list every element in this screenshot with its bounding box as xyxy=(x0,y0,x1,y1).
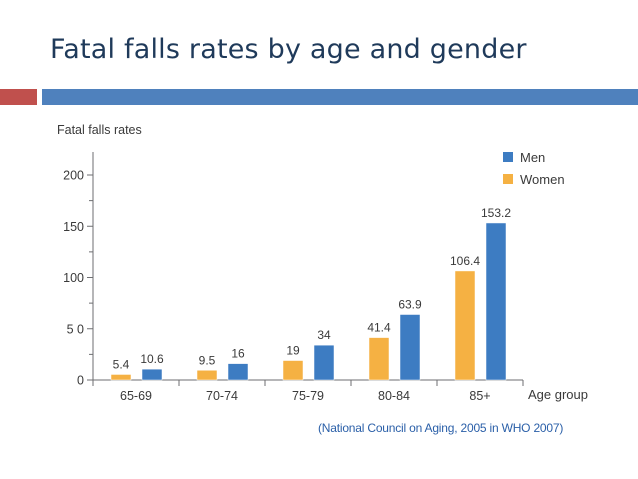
y-axis-label: Fatal falls rates xyxy=(57,123,142,137)
data-label-men: 10.6 xyxy=(140,352,164,366)
slide-title: Fatal falls rates by age and gender xyxy=(50,34,527,65)
bar-women-80-84 xyxy=(368,337,390,381)
x-axis-label: Age group xyxy=(528,387,588,402)
data-label-women: 106.4 xyxy=(450,254,480,268)
data-label-women: 19 xyxy=(286,344,300,358)
x-tick-label: 65-69 xyxy=(120,389,152,403)
bar-women-75-79 xyxy=(282,360,304,381)
source-caption: (National Council on Aging, 2005 in WHO … xyxy=(318,421,564,435)
legend-swatch-men xyxy=(503,152,513,162)
data-label-men: 34 xyxy=(317,328,331,342)
legend-label-women: Women xyxy=(520,172,565,187)
x-tick-label: 80-84 xyxy=(378,389,410,403)
data-label-women: 9.5 xyxy=(199,353,216,367)
bar-men-85+ xyxy=(485,222,507,381)
data-label-women: 41.4 xyxy=(367,321,391,335)
y-tick-label: 100 xyxy=(63,271,84,285)
bar-men-70-74 xyxy=(227,363,249,381)
y-tick-label: 200 xyxy=(63,169,84,183)
accent-bar-red xyxy=(0,89,37,105)
x-tick-label: 75-79 xyxy=(292,389,324,403)
y-tick-label: 5 0 xyxy=(67,322,84,336)
legend-swatch-women xyxy=(503,174,513,184)
bar-women-85+ xyxy=(454,270,476,381)
data-label-men: 63.9 xyxy=(398,298,422,312)
legend-label-men: Men xyxy=(520,150,545,165)
data-label-men: 153.2 xyxy=(481,206,511,220)
y-tick-label: 0 xyxy=(77,374,84,388)
x-tick-label: 70-74 xyxy=(206,389,238,403)
bar-men-75-79 xyxy=(313,344,335,381)
x-tick-label: 85+ xyxy=(469,389,490,403)
bar-men-80-84 xyxy=(399,314,421,381)
data-label-women: 5.4 xyxy=(113,357,130,371)
bar-women-65-69 xyxy=(110,374,132,381)
bar-men-65-69 xyxy=(141,368,163,381)
bar-women-70-74 xyxy=(196,370,218,381)
data-label-men: 16 xyxy=(231,347,245,361)
accent-bar-blue xyxy=(42,89,638,105)
y-tick-label: 150 xyxy=(63,220,84,234)
